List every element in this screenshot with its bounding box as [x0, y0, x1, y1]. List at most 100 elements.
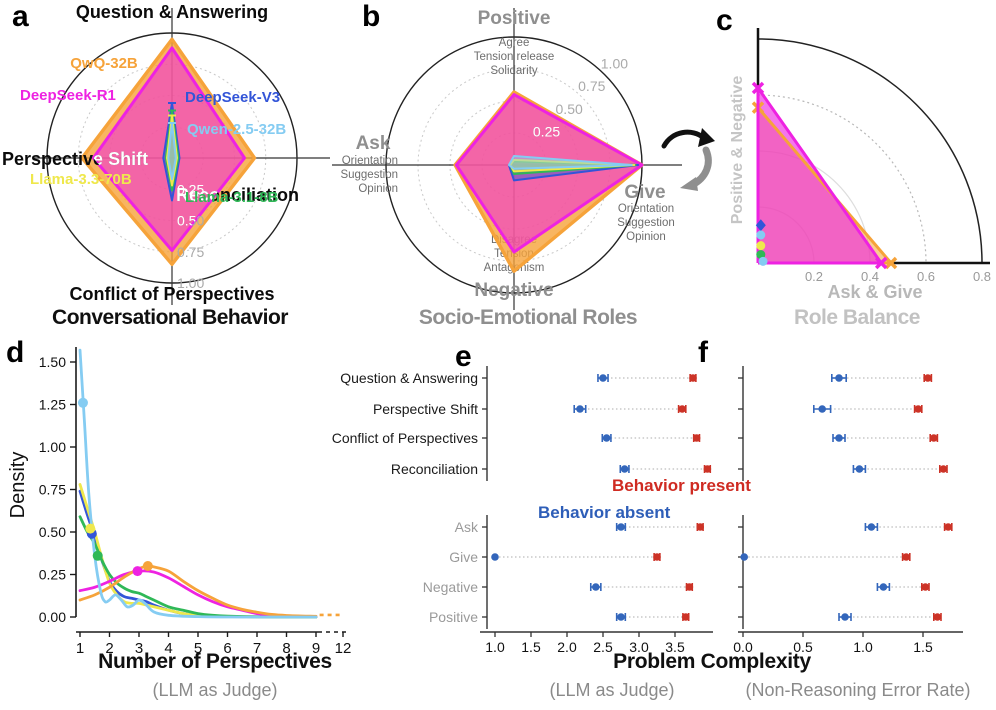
problem-complexity-xlabel: Problem Complexity	[613, 650, 811, 673]
absent-dot	[818, 405, 826, 413]
density-curve-QwQ-32B	[78, 564, 318, 618]
panel-e-xlabel-note: (LLM as Judge)	[549, 680, 675, 700]
radial-tick: 0.75	[578, 78, 605, 94]
title-role-balance: Role Balance	[794, 306, 920, 329]
legend-DeepSeek-R1: DeepSeek-R1	[20, 87, 116, 104]
present-dot	[678, 405, 686, 413]
x-marker-QwQ-32B	[884, 256, 898, 270]
axis-label-question-answering: Question & Answering	[76, 2, 268, 22]
present-dot	[703, 465, 712, 473]
radial-tick: 1.00	[177, 275, 204, 291]
legend-QwQ-32B: QwQ-32B	[70, 55, 138, 72]
point-DeepSeek-V3	[755, 219, 766, 232]
absent-dot	[835, 374, 843, 382]
fold-arrow-gray-head	[680, 177, 698, 191]
absent-dot	[592, 583, 600, 591]
x-tick: 0.2	[805, 269, 823, 284]
legend-behavior-present: Behavior present	[612, 476, 751, 495]
point-Qwen-2.5-32B	[756, 230, 766, 240]
absent-dot	[879, 583, 888, 591]
row-label: Question & Answering	[340, 370, 478, 386]
absent-dot	[602, 434, 611, 442]
sub-ask-0: Orientation	[342, 155, 398, 167]
x-tick: 2.0	[557, 639, 577, 655]
mean-marker-Llama-3.3-70B	[85, 523, 96, 534]
absent-dot	[867, 523, 876, 531]
legend-behavior-absent: Behavior absent	[538, 503, 671, 522]
axis-label-negative: Negative	[474, 280, 553, 301]
axis-label-perspective-shift: Perspective Shift	[2, 149, 148, 169]
present-dot	[685, 583, 694, 591]
x-tick: 9	[312, 640, 320, 657]
row-label: Negative	[423, 579, 478, 595]
legend-DeepSeek-V3: DeepSeek-V3	[185, 89, 280, 106]
absent-dot	[841, 613, 849, 621]
x-tick: 0.8	[973, 269, 991, 284]
radial-tick: 0.25	[177, 181, 204, 197]
present-dot	[944, 523, 952, 531]
sub-give-1: Suggestion	[617, 217, 675, 229]
x-tick: 0.5	[793, 639, 813, 655]
legend-Qwen-2.5-32B: Qwen-2.5-32B	[187, 121, 286, 138]
present-dot	[939, 465, 948, 473]
dumbbell-chart-llm-judge: 1.0 1.5 2.0 2.5 3.0 3.5 Question & Answering Pe…	[332, 366, 713, 655]
balance-fill-DeepSeek-R1	[758, 88, 882, 263]
title-socio-emotional-roles: Socio-Emotional Roles	[418, 306, 638, 329]
absent-dot	[855, 465, 864, 473]
sub-ask-1: Suggestion	[340, 169, 398, 181]
radial-tick: 0.25	[177, 181, 204, 197]
y-tick: 1.25	[39, 397, 66, 413]
arc-0.8	[757, 38, 983, 264]
row-label: Conflict of Perspectives	[332, 430, 478, 446]
axis-label-ask: Ask	[356, 133, 391, 154]
x-marker-DeepSeek-R1	[751, 81, 765, 95]
density-xlabel: Number of Perspectives	[98, 650, 332, 673]
present-dot	[914, 405, 922, 413]
present-dot	[689, 374, 697, 382]
x-tick: 7	[253, 640, 261, 657]
absent-dot	[576, 405, 584, 413]
x-tick: 1.0	[485, 639, 505, 655]
x-tick: 0.4	[861, 269, 879, 284]
role-balance-chart: 0.2 0.4 0.6 0.8 Ask & Give Positive & Negativ…	[729, 28, 991, 302]
present-dot	[696, 523, 704, 531]
fold-transform-arrow-icon	[661, 128, 715, 191]
present-dot	[902, 553, 910, 561]
present-dot	[682, 613, 690, 621]
panel-letter-d: d	[6, 336, 25, 369]
fold-arrow-black-head	[698, 128, 715, 147]
point-Llama-3.3-70B	[756, 241, 766, 251]
dumbbell-chart-error-rate: 0.0 0.5 1.0 1.5	[733, 366, 963, 655]
x-tick: 5	[194, 640, 202, 657]
radial-tick: 0.75	[177, 244, 204, 260]
x-tick: 3	[135, 640, 143, 657]
mean-marker-QwQ-32B	[142, 561, 153, 571]
x-tick: 1.5	[521, 639, 541, 655]
mean-marker-Llama-3.1-8B	[92, 550, 103, 561]
sub-positive-2: Solidarity	[490, 65, 538, 77]
fold-arrow-black	[661, 129, 707, 149]
radar-series-Qwen-2.5-32B	[167, 122, 177, 181]
row-label: Reconciliation	[391, 461, 478, 477]
sub-give-0: Orientation	[618, 203, 674, 215]
radar-series-Qwen-2.5-32B	[507, 155, 633, 170]
panel-letter-e: e	[455, 340, 472, 373]
sub-ask-2: Opinion	[358, 183, 398, 195]
radial-tick: 0.25	[533, 123, 560, 139]
axis-label-reconciliation: Reconciliation	[176, 185, 299, 205]
mean-marker-DeepSeek-R1	[132, 566, 143, 577]
panel-letter-c: c	[716, 4, 733, 37]
row-label: Perspective Shift	[373, 401, 478, 417]
y-tick: 0.00	[39, 609, 66, 625]
radial-tick: 0.50	[177, 213, 204, 229]
sub-positive-1: Tension release	[474, 51, 555, 63]
title-conversational-behavior: Conversational Behavior	[52, 306, 288, 329]
axis-label-give: Give	[624, 182, 665, 203]
absent-dot	[617, 523, 625, 531]
y-tick: 0.50	[39, 524, 66, 540]
x-tick: 1.0	[853, 639, 873, 655]
x-tick: 2	[105, 640, 113, 657]
point-Qwen-2.5-32B	[758, 256, 768, 266]
y-tick: 1.50	[39, 354, 66, 370]
present-dot	[924, 374, 932, 382]
